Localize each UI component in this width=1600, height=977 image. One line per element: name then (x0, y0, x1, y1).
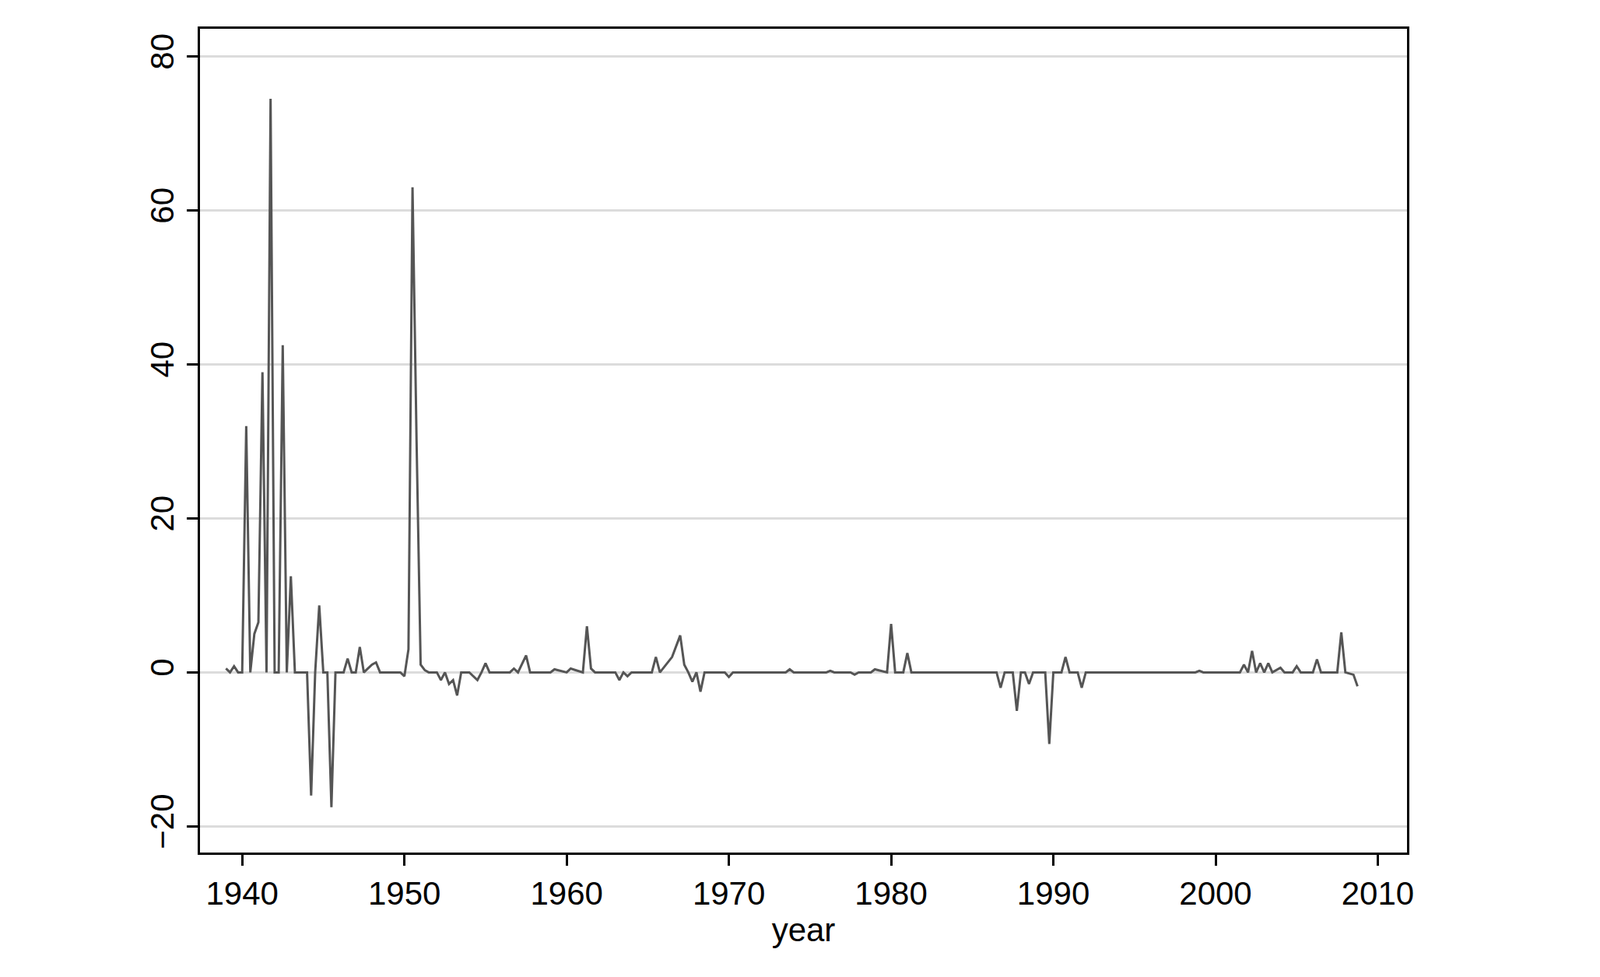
svg-text:2000: 2000 (1178, 875, 1252, 913)
svg-text:0: 0 (143, 658, 181, 677)
svg-text:80: 80 (143, 33, 181, 71)
svg-text:20: 20 (143, 495, 181, 533)
svg-text:1940: 1940 (205, 875, 278, 913)
svg-text:2010: 2010 (1341, 875, 1415, 913)
svg-text:1970: 1970 (692, 875, 765, 913)
svg-text:40: 40 (143, 341, 181, 379)
svg-text:60: 60 (143, 187, 181, 225)
svg-text:year: year (771, 912, 836, 949)
svg-text:−20: −20 (143, 793, 181, 850)
svg-text:1980: 1980 (854, 875, 927, 913)
svg-text:1950: 1950 (368, 875, 441, 913)
svg-text:1990: 1990 (1017, 875, 1090, 913)
svg-text:1960: 1960 (529, 875, 603, 913)
